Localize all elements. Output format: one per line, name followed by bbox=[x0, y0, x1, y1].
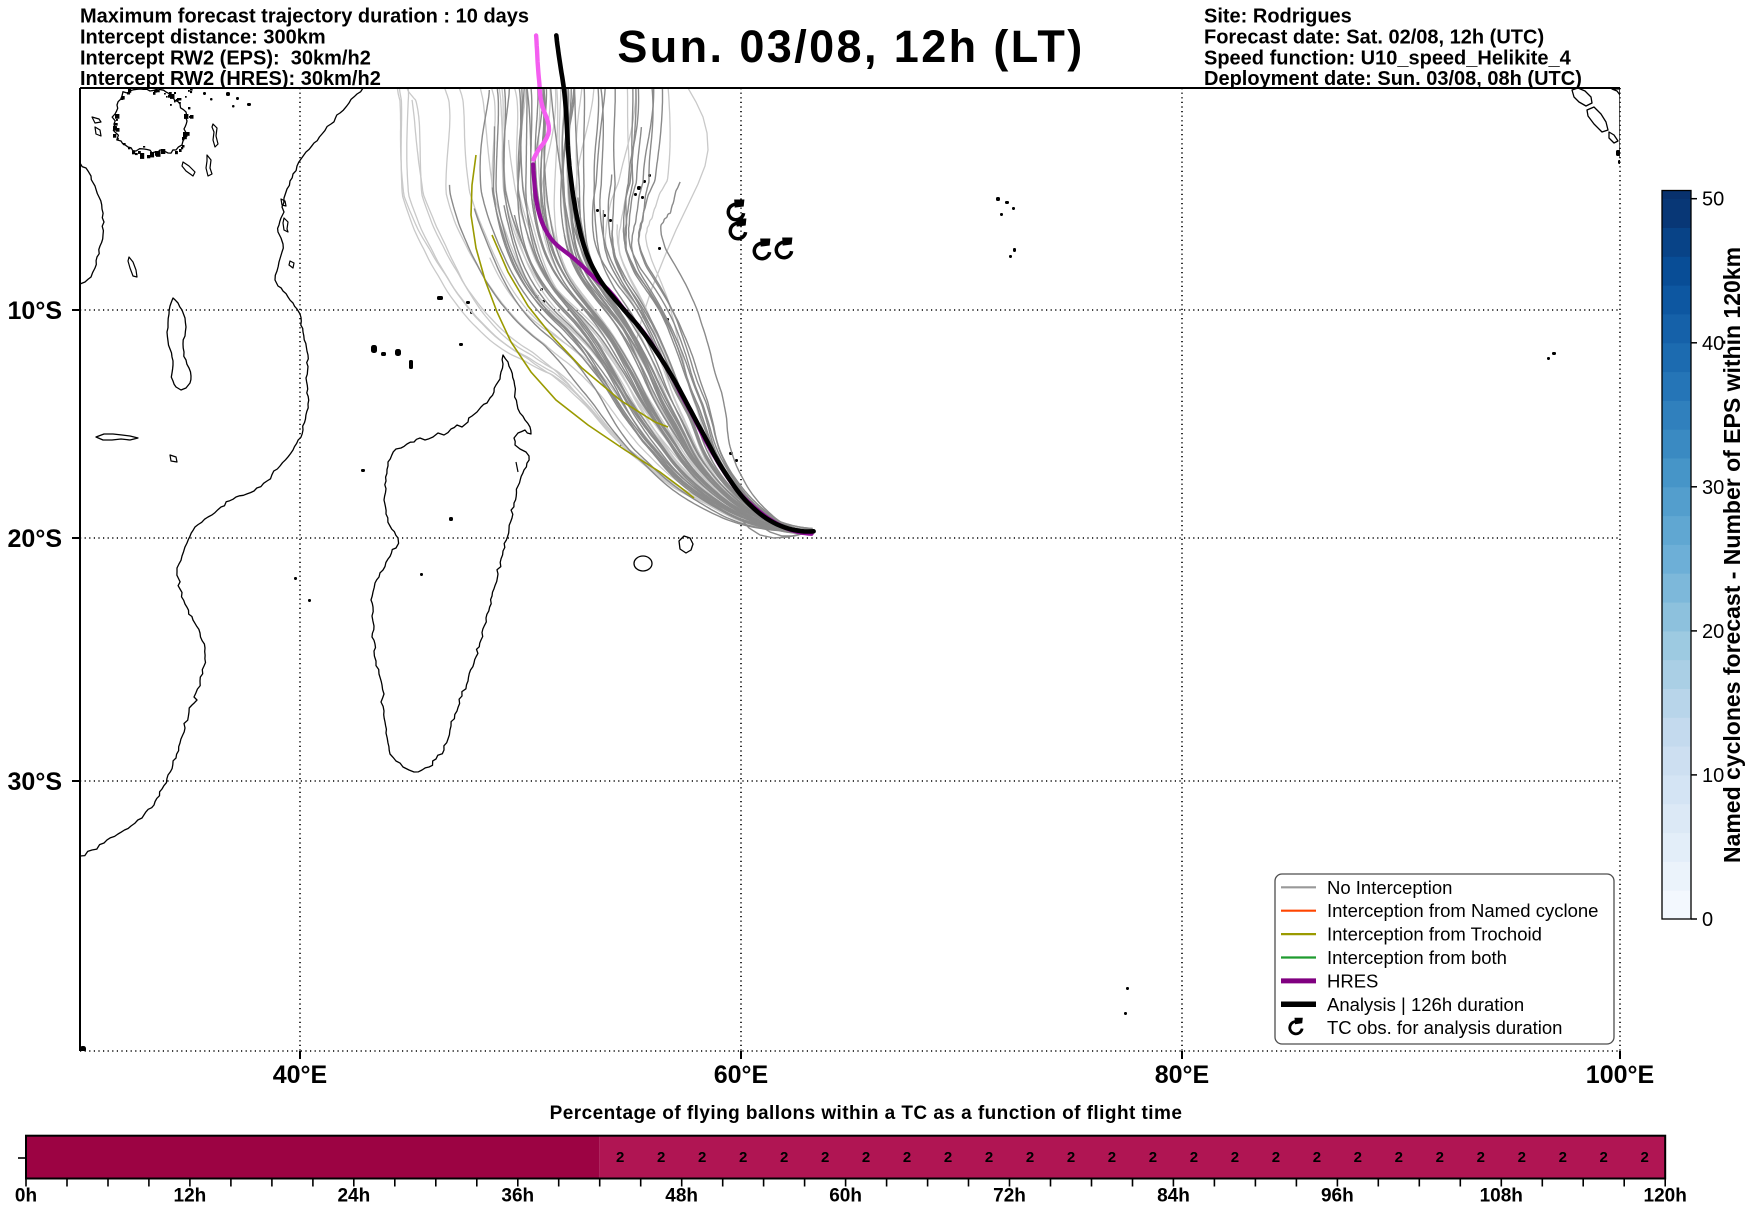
svg-text:108h: 108h bbox=[1480, 1186, 1523, 1207]
svg-text:Sun. 03/08, 12h (LT): Sun. 03/08, 12h (LT) bbox=[617, 21, 1084, 72]
svg-text:2: 2 bbox=[944, 1149, 952, 1166]
svg-text:120h: 120h bbox=[1644, 1186, 1687, 1207]
svg-text:Forecast date: Sat. 02/08, 12h: Forecast date: Sat. 02/08, 12h (UTC) bbox=[1204, 26, 1544, 48]
svg-text:Percentage of flying ballons w: Percentage of flying ballons within a TC… bbox=[550, 1103, 1183, 1124]
svg-text:2: 2 bbox=[1231, 1149, 1239, 1166]
svg-text:2: 2 bbox=[657, 1149, 665, 1166]
svg-text:Deployment date: Sun. 03/08, 0: Deployment date: Sun. 03/08, 08h (UTC) bbox=[1204, 68, 1582, 90]
svg-text:30°S: 30°S bbox=[8, 768, 62, 796]
svg-text:10°S: 10°S bbox=[8, 297, 62, 325]
svg-text:48h: 48h bbox=[665, 1186, 698, 1207]
svg-text:Site: Rodrigues: Site: Rodrigues bbox=[1204, 6, 1352, 28]
svg-text:Interception from both: Interception from both bbox=[1327, 947, 1507, 968]
svg-text:0h: 0h bbox=[15, 1186, 37, 1207]
svg-text:HRES: HRES bbox=[1327, 970, 1378, 991]
svg-text:2: 2 bbox=[1395, 1149, 1403, 1166]
svg-text:50: 50 bbox=[1702, 189, 1724, 211]
svg-text:20: 20 bbox=[1702, 621, 1724, 643]
svg-text:2: 2 bbox=[698, 1149, 706, 1166]
svg-text:12h: 12h bbox=[174, 1186, 207, 1207]
svg-text:100°E: 100°E bbox=[1586, 1061, 1654, 1089]
svg-text:40°E: 40°E bbox=[273, 1061, 327, 1089]
svg-text:Speed function: U10_speed_Heli: Speed function: U10_speed_Helikite_4 bbox=[1204, 47, 1572, 69]
svg-text:2: 2 bbox=[821, 1149, 829, 1166]
svg-text:No Interception: No Interception bbox=[1327, 877, 1452, 898]
svg-text:72h: 72h bbox=[993, 1186, 1026, 1207]
svg-text:96h: 96h bbox=[1321, 1186, 1354, 1207]
svg-text:60h: 60h bbox=[829, 1186, 862, 1207]
svg-text:Maximum forecast trajectory du: Maximum forecast trajectory duration : 1… bbox=[80, 6, 529, 28]
svg-text:2: 2 bbox=[862, 1149, 870, 1166]
svg-text:2: 2 bbox=[1641, 1149, 1649, 1166]
svg-text:2: 2 bbox=[1313, 1149, 1321, 1166]
svg-text:2: 2 bbox=[616, 1149, 624, 1166]
svg-text:Intercept RW2 (HRES): 30km/h2: Intercept RW2 (HRES): 30km/h2 bbox=[80, 68, 381, 90]
svg-text:2: 2 bbox=[1149, 1149, 1157, 1166]
svg-text:TC obs. for analysis duration: TC obs. for analysis duration bbox=[1327, 1017, 1562, 1038]
svg-text:2: 2 bbox=[1518, 1149, 1526, 1166]
svg-text:2: 2 bbox=[1026, 1149, 1034, 1166]
svg-text:2: 2 bbox=[739, 1149, 747, 1166]
svg-text:80°E: 80°E bbox=[1155, 1061, 1209, 1089]
svg-text:Intercept distance: 300km: Intercept distance: 300km bbox=[80, 26, 326, 48]
svg-text:2: 2 bbox=[903, 1149, 911, 1166]
svg-text:10: 10 bbox=[1702, 765, 1724, 787]
svg-text:24h: 24h bbox=[337, 1186, 370, 1207]
svg-text:Named cyclones forecast - Numb: Named cyclones forecast - Number of EPS … bbox=[1719, 247, 1745, 863]
svg-text:2: 2 bbox=[1272, 1149, 1280, 1166]
svg-text:20°S: 20°S bbox=[8, 525, 62, 553]
svg-text:2: 2 bbox=[985, 1149, 993, 1166]
svg-text:2: 2 bbox=[1067, 1149, 1075, 1166]
svg-text:84h: 84h bbox=[1157, 1186, 1190, 1207]
svg-text:2: 2 bbox=[1559, 1149, 1567, 1166]
svg-text:2: 2 bbox=[1477, 1149, 1485, 1166]
svg-text:2: 2 bbox=[1354, 1149, 1362, 1166]
svg-text:2: 2 bbox=[1436, 1149, 1444, 1166]
svg-text:2: 2 bbox=[780, 1149, 788, 1166]
svg-text:Interception from Named cyclon: Interception from Named cyclone bbox=[1327, 900, 1598, 921]
svg-text:Analysis | 126h duration: Analysis | 126h duration bbox=[1327, 994, 1524, 1015]
svg-text:Interception from Trochoid: Interception from Trochoid bbox=[1327, 924, 1542, 945]
svg-text:60°E: 60°E bbox=[714, 1061, 768, 1089]
svg-text:2: 2 bbox=[1108, 1149, 1116, 1166]
svg-text:2: 2 bbox=[1600, 1149, 1608, 1166]
svg-text:40: 40 bbox=[1702, 333, 1724, 355]
svg-text:Intercept RW2 (EPS): 30km/h2: Intercept RW2 (EPS): 30km/h2 bbox=[80, 47, 371, 69]
svg-text:0: 0 bbox=[1702, 909, 1713, 931]
svg-text:2: 2 bbox=[1190, 1149, 1198, 1166]
svg-text:30: 30 bbox=[1702, 477, 1724, 499]
svg-text:36h: 36h bbox=[501, 1186, 534, 1207]
